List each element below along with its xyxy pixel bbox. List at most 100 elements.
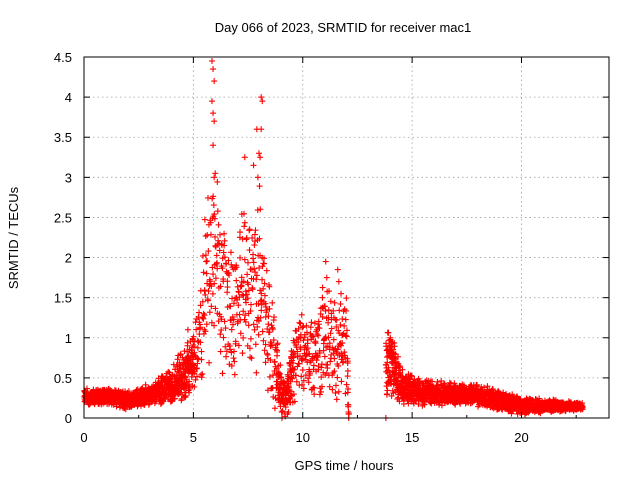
data-point	[309, 332, 316, 339]
data-point	[213, 252, 220, 259]
data-point	[331, 355, 338, 362]
data-point	[220, 276, 227, 283]
data-point	[316, 325, 323, 332]
data-point	[211, 215, 218, 222]
data-point	[345, 401, 352, 408]
data-point	[269, 324, 276, 331]
data-point	[258, 307, 265, 314]
data-point	[343, 307, 350, 314]
data-point	[333, 323, 340, 330]
data-point	[307, 370, 314, 377]
data-point	[345, 385, 352, 392]
data-point	[250, 255, 257, 262]
data-point	[325, 307, 332, 314]
data-point	[328, 325, 335, 332]
data-point	[284, 410, 291, 417]
y-tick-label: 3	[65, 170, 72, 185]
y-tick-label: 0.5	[54, 371, 72, 386]
data-point	[271, 405, 278, 412]
data-point	[282, 404, 289, 411]
data-point	[277, 370, 284, 377]
data-point	[217, 331, 224, 338]
data-point	[253, 276, 260, 283]
data-point	[217, 283, 224, 290]
data-point	[249, 234, 256, 241]
data-point	[291, 398, 298, 405]
data-point	[325, 319, 332, 326]
data-point	[326, 383, 333, 390]
data-point	[255, 318, 262, 325]
data-point	[248, 355, 255, 362]
data-point	[197, 302, 204, 309]
data-point	[200, 269, 207, 276]
data-point	[314, 353, 321, 360]
data-point	[211, 118, 218, 125]
data-point	[298, 311, 305, 318]
data-point	[230, 300, 237, 307]
data-point	[334, 346, 341, 353]
data-point	[242, 318, 249, 325]
data-point	[335, 388, 342, 395]
data-point	[265, 313, 272, 320]
data-point	[253, 272, 260, 279]
data-point	[338, 290, 345, 297]
data-point	[336, 307, 343, 314]
data-point	[197, 339, 204, 346]
data-point	[312, 340, 319, 347]
data-point	[228, 326, 235, 333]
data-point	[208, 283, 215, 290]
data-point	[263, 307, 270, 314]
data-point	[226, 272, 233, 279]
data-point	[223, 353, 230, 360]
data-point	[311, 391, 318, 398]
data-point	[579, 406, 586, 413]
data-point	[296, 319, 303, 326]
data-point	[330, 350, 337, 357]
x-tick-label: 20	[514, 430, 528, 445]
data-point	[287, 388, 294, 395]
data-point	[270, 337, 277, 344]
data-point	[257, 206, 264, 213]
data-point	[319, 294, 326, 301]
data-point	[293, 378, 300, 385]
data-point	[227, 346, 234, 353]
data-point	[271, 358, 278, 365]
data-point	[245, 287, 252, 294]
data-point	[227, 303, 234, 310]
data-point	[194, 355, 201, 362]
data-point	[327, 358, 334, 365]
data-point	[240, 292, 247, 299]
data-point	[334, 374, 341, 381]
data-point	[269, 326, 276, 333]
data-point	[318, 383, 325, 390]
data-point	[257, 298, 264, 305]
data-point	[333, 316, 340, 323]
data-point	[297, 320, 304, 327]
data-point	[321, 303, 328, 310]
data-point	[271, 314, 278, 321]
data-point	[261, 255, 268, 262]
data-point	[307, 324, 314, 331]
data-point	[343, 295, 350, 302]
data-point	[322, 258, 329, 265]
data-point	[216, 247, 223, 254]
data-point	[208, 98, 215, 105]
data-point	[174, 356, 181, 363]
data-point	[331, 368, 338, 375]
data-point	[392, 370, 399, 377]
data-point	[240, 334, 247, 341]
data-point	[237, 229, 244, 236]
data-point	[446, 379, 453, 386]
data-point	[205, 194, 212, 201]
data-point	[391, 343, 398, 350]
data-point	[323, 274, 330, 281]
data-point	[332, 390, 339, 397]
data-point	[332, 382, 339, 389]
data-point	[322, 307, 329, 314]
data-point	[257, 314, 264, 321]
data-point	[320, 347, 327, 354]
data-point	[230, 355, 237, 362]
data-point	[191, 383, 198, 390]
data-point	[260, 285, 267, 292]
